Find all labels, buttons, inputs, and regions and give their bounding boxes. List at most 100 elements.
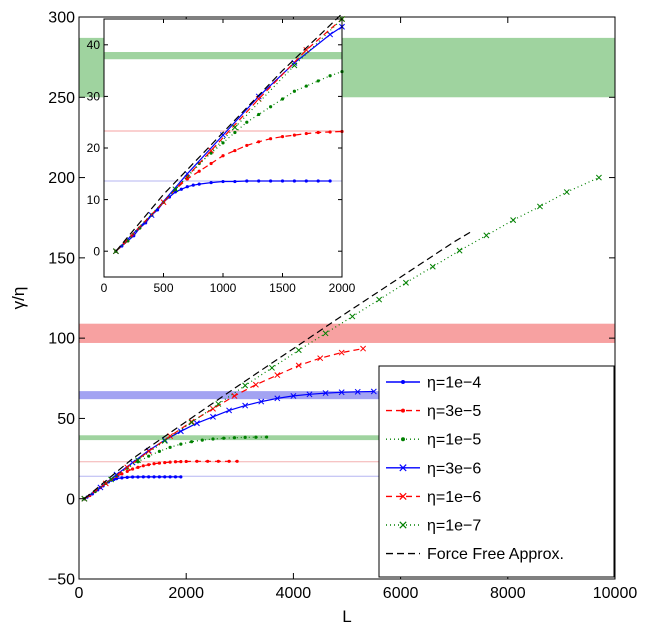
inset-data-point — [304, 84, 308, 88]
legend-entry: η=1e−5 — [386, 432, 481, 449]
main-data-point — [483, 232, 490, 239]
main-data-point — [206, 459, 210, 463]
legend-marker — [399, 464, 407, 472]
main-x-tick-label: 2000 — [168, 585, 204, 602]
inset-data-point — [255, 93, 262, 100]
main-data-point — [456, 247, 463, 254]
inset-series-line — [115, 71, 343, 252]
main-data-point — [252, 381, 259, 388]
main-series-line — [84, 231, 471, 500]
main-data-point — [145, 448, 152, 455]
main-axes-frame — [78, 16, 616, 580]
main-data-point — [403, 279, 409, 286]
legend-entry: η=1e−6 — [386, 489, 481, 506]
main-data-point — [429, 263, 436, 270]
main-data-point — [179, 475, 183, 479]
main-data-point — [147, 454, 151, 458]
main-x-ticks: 0 2000 4000 6000 8000 10000 — [75, 17, 638, 602]
legend-marker — [399, 492, 407, 501]
main-data-point — [274, 372, 281, 379]
main-data-point — [595, 174, 602, 181]
inset-x-ticks: 0 500 1000 1500 2000 — [101, 19, 356, 295]
main-data-point — [157, 475, 161, 479]
inset-data-point — [328, 74, 332, 78]
inset-data-point — [221, 154, 225, 158]
legend-marker — [401, 380, 405, 384]
inset-data-point — [209, 161, 213, 166]
inset-data-point — [233, 179, 237, 184]
main-data-point — [242, 382, 249, 389]
inset-data-point — [291, 62, 298, 69]
inset-data-point — [328, 179, 332, 183]
inset-y-tick-label: 20 — [87, 141, 101, 155]
inset-plot: 0 500 1000 1500 2000 0 10 20 30 40 — [87, 13, 356, 295]
main-x-tick-label: 4000 — [276, 585, 312, 602]
legend-marker — [399, 521, 407, 529]
main-data-point — [222, 436, 226, 440]
inset-data-point — [221, 179, 225, 184]
main-data-point — [157, 461, 161, 465]
legend-entry: η=1e−7 — [386, 518, 481, 535]
main-data-point — [168, 460, 172, 464]
main-series — [81, 174, 602, 502]
main-data-point — [295, 362, 302, 369]
main-data-point — [210, 413, 216, 420]
main-data-point — [173, 475, 178, 479]
main-data-point — [188, 418, 195, 425]
inset-data-point — [316, 79, 320, 83]
inset-data-point — [233, 148, 237, 153]
main-data-point — [317, 355, 324, 362]
main-data-point — [200, 438, 204, 442]
legend-marker — [401, 408, 405, 413]
main-data-point — [184, 459, 188, 464]
inset-data-point — [269, 179, 273, 183]
main-data-point — [322, 390, 329, 397]
main-data-point — [163, 460, 167, 465]
main-data-point — [136, 475, 140, 479]
main-data-point — [322, 330, 329, 337]
main-y-tick-label: 200 — [48, 170, 75, 187]
main-y-tick-label: 250 — [48, 90, 75, 107]
main-data-point — [168, 445, 172, 449]
inset-data-point — [269, 105, 273, 109]
main-data-point — [295, 347, 302, 354]
main-data-point — [254, 435, 258, 439]
main-data-point — [210, 405, 216, 412]
inset-data-point — [197, 169, 201, 173]
inset-x-tick-label: 1000 — [210, 281, 237, 295]
main-y-tick-label: 300 — [48, 10, 75, 27]
main-series-line — [84, 177, 600, 500]
main-data-point — [215, 401, 222, 407]
legend-box — [378, 365, 615, 578]
main-data-point — [338, 389, 345, 396]
main-data-point — [125, 475, 129, 479]
legend-label: η=1e−7 — [427, 518, 481, 535]
inset-data-point — [304, 179, 308, 183]
inset-data-point — [304, 131, 308, 136]
main-band — [79, 391, 615, 400]
inset-data-point — [316, 179, 320, 183]
inset-data-point — [292, 179, 296, 183]
legend-label: η=1e−4 — [427, 375, 481, 392]
main-data-point — [370, 388, 377, 395]
main-data-point — [131, 475, 135, 479]
main-data-point — [290, 392, 297, 399]
main-data-point — [243, 435, 247, 439]
main-band — [79, 435, 615, 441]
legend-entry: Force Free Approx. — [386, 546, 564, 563]
inset-data-point — [292, 133, 296, 137]
main-data-point — [179, 442, 183, 446]
inset-data-point — [191, 183, 195, 187]
main-data-point — [152, 475, 156, 479]
main-plot: 0 2000 4000 6000 8000 10000 −5005010015020025… — [9, 10, 637, 626]
main-data-point — [189, 440, 194, 444]
inset-data-point — [280, 179, 285, 183]
inset-series — [112, 13, 345, 255]
main-data-point — [108, 476, 115, 483]
main-x-tick-label: 0 — [75, 585, 84, 602]
main-data-point — [376, 296, 383, 303]
main-x-tick-label: 10000 — [593, 585, 638, 602]
inset-x-tick-label: 2000 — [329, 281, 356, 295]
main-data-point — [168, 475, 172, 479]
